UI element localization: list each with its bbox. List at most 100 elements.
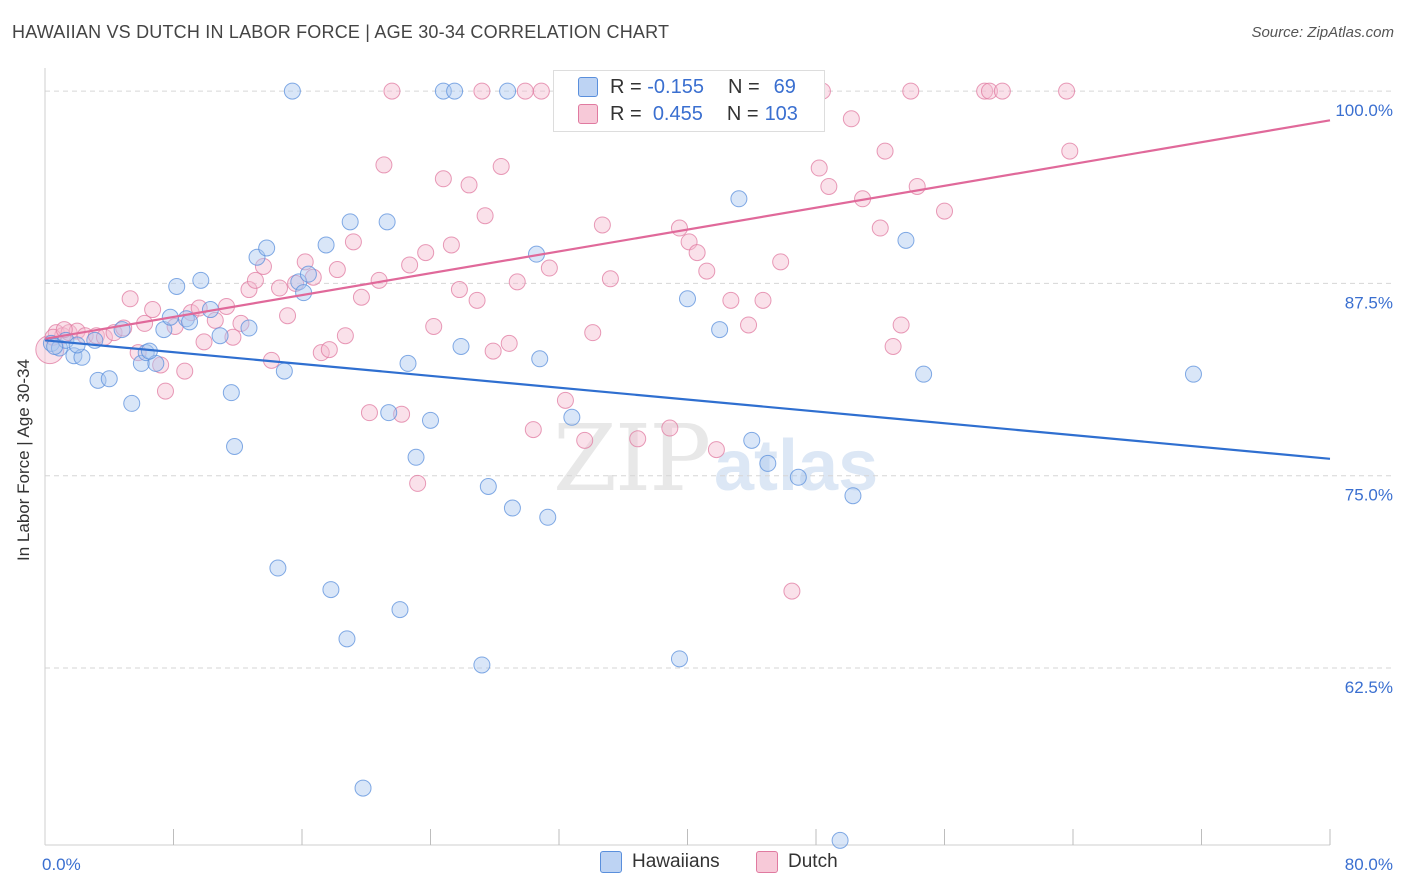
hawaiians-point — [132, 354, 150, 372]
dutch-point — [810, 159, 828, 177]
y-tick-label: 87.5% — [1345, 293, 1393, 312]
dutch-point — [532, 82, 550, 100]
hawaiians-point — [378, 213, 396, 231]
dutch-point — [434, 170, 452, 188]
dutch-point — [688, 244, 706, 262]
bottom-legend-label-dutch: Dutch — [788, 851, 838, 872]
dutch-point — [556, 391, 574, 409]
x-tick-label: 0.0% — [42, 855, 81, 874]
dutch-point — [476, 207, 494, 225]
dutch-point — [344, 233, 362, 251]
dutch-point — [576, 431, 594, 449]
bottom-legend-label-hawaiians: Hawaiians — [632, 851, 720, 872]
bottom-legend-swatch-dutch — [756, 851, 778, 873]
dutch-point — [601, 270, 619, 288]
dutch-point — [772, 253, 790, 271]
dutch-point — [401, 256, 419, 274]
hawaiians-point — [844, 487, 862, 505]
legend-r-value-hawaiians: -0.155 — [647, 75, 704, 98]
dutch-point — [936, 202, 953, 220]
dutch-point — [1058, 82, 1076, 100]
hawaiians-point — [68, 336, 86, 354]
dutch-point — [156, 382, 174, 400]
dutch-point — [336, 327, 354, 345]
watermark-atlas: atlas — [714, 426, 878, 506]
dutch-point — [195, 333, 213, 351]
dutch-point — [722, 291, 740, 309]
dutch-point — [593, 216, 611, 234]
dutch-point — [393, 405, 411, 423]
hawaiians-point — [354, 779, 372, 797]
hawaiians-point — [399, 354, 417, 372]
dutch-point — [442, 236, 460, 254]
hawaiians-point — [743, 431, 761, 449]
y-tick-label: 75.0% — [1345, 486, 1393, 505]
hawaiians-point — [226, 437, 244, 455]
hawaiians-point — [499, 82, 517, 100]
dutch-point — [121, 290, 139, 308]
hawaiians-point — [192, 271, 210, 289]
hawaiians-point — [299, 265, 317, 283]
legend-box: R = -0.155 N = 69 R = 0.455 N = 103 — [553, 70, 825, 132]
hawaiians-trend-line — [44, 339, 1331, 460]
hawaiians-point — [222, 384, 240, 402]
hawaiians-point — [240, 319, 258, 337]
legend-row-dutch: R = 0.455 N = 103 — [578, 101, 798, 127]
hawaiians-point — [563, 408, 581, 426]
dutch-point — [754, 291, 772, 309]
hawaiians-point — [831, 831, 849, 849]
hawaiians-point — [1184, 365, 1202, 383]
dutch-point — [417, 244, 435, 262]
dutch-point — [450, 281, 468, 299]
chart-source: Source: ZipAtlas.com — [1251, 24, 1394, 41]
dutch-point — [383, 82, 401, 100]
hawaiians-point — [322, 581, 340, 599]
dutch-point — [980, 82, 998, 100]
legend-n-label: N = — [726, 102, 759, 125]
hawaiians-point — [503, 499, 521, 517]
hawaiians-point — [789, 468, 807, 486]
hawaiians-point — [539, 508, 557, 526]
dutch-point — [144, 301, 162, 319]
dutch-point — [1061, 142, 1079, 160]
dutch-point — [375, 156, 393, 174]
dutch-point — [232, 314, 250, 332]
hawaiians-point — [759, 454, 777, 472]
hawaiians-point — [452, 337, 470, 355]
dutch-point — [279, 307, 297, 325]
bottom-legend-swatch-hawaiians — [600, 851, 622, 873]
dutch-point — [254, 257, 272, 275]
dutch-point — [740, 316, 758, 334]
hawaiians-point — [123, 394, 141, 412]
y-tick-label: 100.0% — [1335, 101, 1393, 120]
bottom-legend-hawaiians: Hawaiians — [600, 851, 720, 873]
dutch-point — [508, 273, 526, 291]
dutch-point — [516, 82, 534, 100]
watermark: ZIP — [553, 405, 709, 512]
hawaiians-point — [531, 350, 549, 368]
bottom-legend-dutch: Dutch — [756, 851, 838, 873]
dutch-point — [976, 82, 994, 100]
hawaiians-point — [679, 290, 696, 308]
dutch-point — [884, 337, 902, 355]
legend-n-label: N = — [727, 75, 760, 98]
hawaiians-point — [380, 404, 398, 422]
dutch-point — [492, 157, 510, 175]
hawaiians-point — [258, 239, 276, 257]
dutch-point — [584, 324, 602, 342]
hawaiians-point — [100, 370, 118, 388]
y-tick-label: 62.5% — [1345, 678, 1393, 697]
dutch-point — [707, 441, 725, 459]
hawaiians-point — [473, 656, 491, 674]
dutch-point — [902, 82, 920, 100]
hawaiians-point — [479, 478, 497, 496]
dutch-point — [246, 271, 264, 289]
hawaiians-point — [168, 277, 186, 295]
hawaiians-point — [422, 411, 439, 429]
dutch-point — [460, 176, 478, 194]
legend-swatch-hawaiians — [578, 77, 598, 97]
dutch-point — [473, 82, 491, 100]
dutch-point — [409, 474, 427, 492]
hawaiians-point — [338, 630, 356, 648]
